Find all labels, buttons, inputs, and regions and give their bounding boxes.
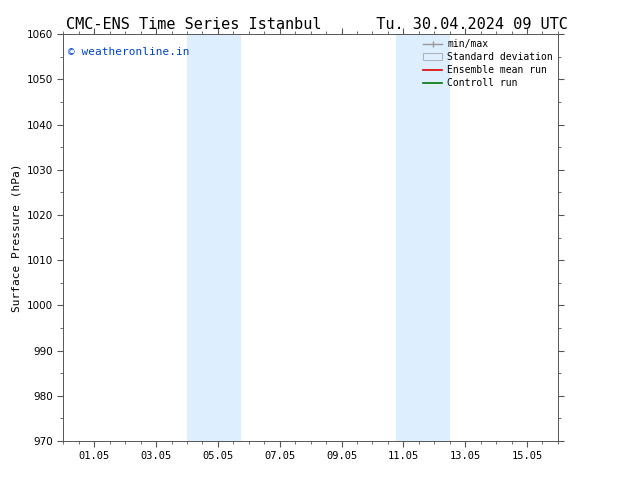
Legend: min/max, Standard deviation, Ensemble mean run, Controll run: min/max, Standard deviation, Ensemble me… [423,39,553,88]
Text: CMC-ENS Time Series Istanbul      Tu. 30.04.2024 09 UTC: CMC-ENS Time Series Istanbul Tu. 30.04.2… [66,17,568,32]
Bar [187,34,241,441]
Y-axis label: Surface Pressure (hPa): Surface Pressure (hPa) [11,163,21,312]
Text: © weatheronline.in: © weatheronline.in [68,47,190,56]
Bar [396,34,450,441]
